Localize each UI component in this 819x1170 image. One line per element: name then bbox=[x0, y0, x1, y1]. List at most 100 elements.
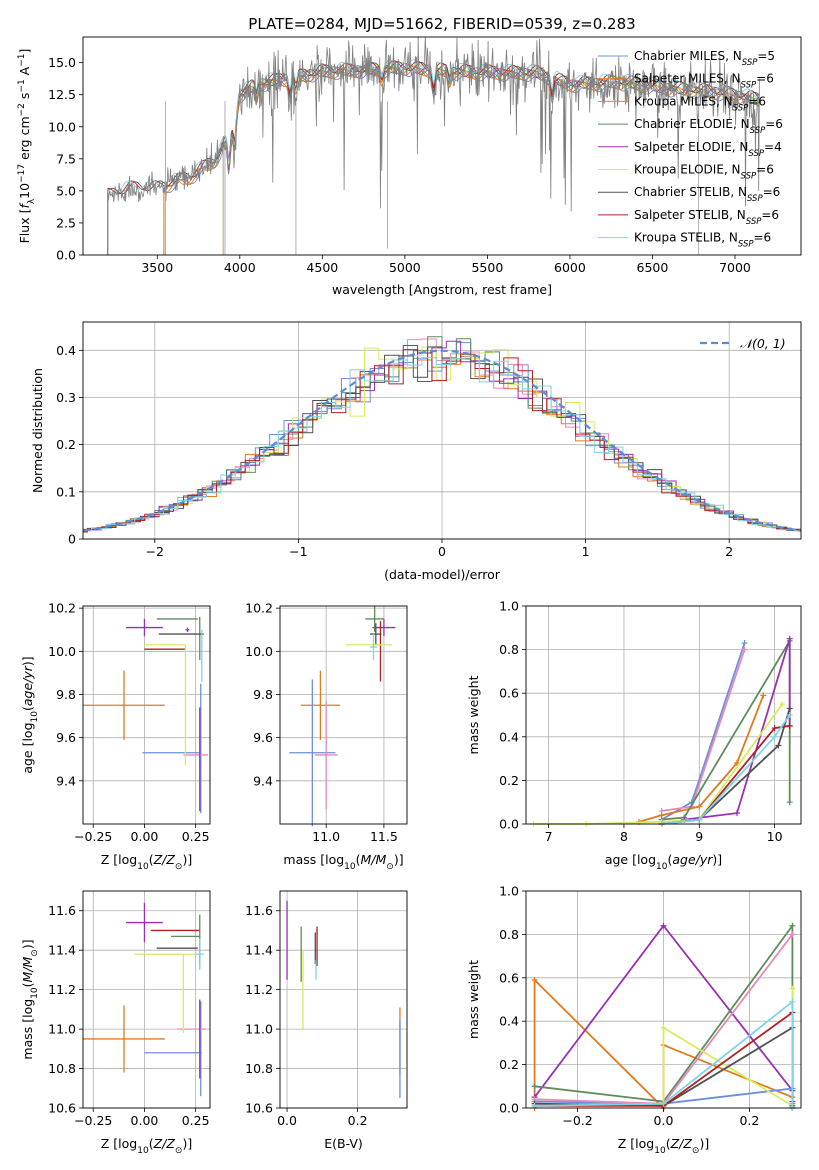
x-tick-label: −1 bbox=[289, 544, 307, 559]
panel-z_weight: −0.2 0.0 0.2 0.0 0.2 0.4 0.6 0.8 1.0 Z [log10(Z/Z… bbox=[466, 884, 802, 1156]
y-tick-label: 0.1 bbox=[56, 484, 76, 499]
x-tick-label: 9 bbox=[695, 829, 703, 844]
y-tick-label: 0.2 bbox=[499, 773, 519, 788]
panel-age_weight: 7 8 9 10 0.0 0.2 0.4 0.6 0.8 1.0 age [log10(age/yr… bbox=[466, 599, 802, 872]
legend-label: Chabrier MILES, NSSP=5 bbox=[634, 49, 775, 68]
series-line-chabrier_elodie bbox=[661, 637, 791, 821]
series-marker bbox=[660, 1100, 667, 1107]
y-tick-label: 9.4 bbox=[253, 773, 273, 788]
y-tick-label: 0.2 bbox=[499, 1057, 519, 1072]
legend: Chabrier MILES, NSSP=5 Salpeter MILES, NS… bbox=[598, 49, 783, 250]
series-marker bbox=[786, 712, 793, 718]
x-axis-label: mass [log10(M/M⊙)] bbox=[283, 852, 403, 872]
series-line-chabrier_miles bbox=[661, 642, 746, 821]
y-tick-label: 0.4 bbox=[499, 729, 519, 744]
histogram-kroupa_stelib bbox=[83, 355, 801, 532]
y-tick-label: 9.8 bbox=[56, 687, 76, 702]
y-tick-label: 11.4 bbox=[48, 943, 76, 958]
y-tick-label: 12.5 bbox=[48, 87, 76, 102]
series-marker bbox=[786, 635, 793, 642]
axes-frame bbox=[82, 605, 211, 825]
axes-frame bbox=[279, 605, 408, 825]
y-tick-label: 10.8 bbox=[245, 1061, 273, 1076]
y-tick-label: 10.6 bbox=[245, 1101, 273, 1116]
x-tick-label: 0.0 bbox=[277, 1113, 297, 1128]
series-marker bbox=[531, 976, 538, 983]
series-line-salpeter_elodie bbox=[684, 638, 791, 821]
y-tick-label: 0.8 bbox=[499, 642, 519, 657]
series-marker bbox=[789, 998, 796, 1005]
y-tick-label: 9.8 bbox=[253, 687, 273, 702]
x-tick-label: 4500 bbox=[306, 260, 338, 275]
x-tick-label: 6500 bbox=[637, 260, 669, 275]
legend-label: Salpeter MILES, NSSP=6 bbox=[634, 72, 774, 91]
x-tick-label: 5000 bbox=[389, 260, 421, 275]
y-tick-label: 11.2 bbox=[48, 982, 76, 997]
histogram-lines bbox=[83, 336, 801, 534]
series-marker bbox=[733, 810, 740, 817]
chart-title: PLATE=0284, MJD=51662, FIBERID=0539, z=0… bbox=[248, 15, 635, 33]
x-tick-label: 1 bbox=[582, 544, 590, 559]
series-marker bbox=[786, 705, 793, 712]
x-axis-label: Z [log10(Z/Z⊙)] bbox=[618, 1136, 709, 1156]
x-tick-label: 3500 bbox=[141, 260, 173, 275]
series-line-kroupa_stelib bbox=[534, 999, 794, 1108]
legend-label: Chabrier ELODIE, NSSP=6 bbox=[634, 117, 783, 136]
y-axis-label: age [log10(age/yr)] bbox=[20, 656, 40, 773]
y-tick-label: 15.0 bbox=[48, 55, 76, 70]
x-tick-label: 2 bbox=[725, 544, 733, 559]
y-tick-label: 1.0 bbox=[499, 884, 519, 899]
x-tick-label: 11.5 bbox=[370, 829, 398, 844]
y-tick-label: 10.2 bbox=[48, 601, 76, 616]
gaussian-curve bbox=[83, 349, 801, 532]
series-marker bbox=[775, 742, 782, 749]
y-tick-label: 11.0 bbox=[48, 1022, 76, 1037]
series-marker bbox=[696, 816, 703, 823]
y-tick-label: 0.0 bbox=[499, 1101, 519, 1116]
y-tick-label: 11.4 bbox=[245, 943, 273, 958]
series-marker bbox=[660, 922, 667, 929]
y-tick-label: 0.0 bbox=[56, 248, 76, 263]
y-tick-label: 0.8 bbox=[499, 927, 519, 942]
series-marker bbox=[789, 931, 796, 938]
y-axis-label: Flux [fλ10−17 erg cm−2 s−1 A−1] bbox=[17, 49, 37, 244]
legend-label: Kroupa ELODIE, NSSP=6 bbox=[634, 163, 774, 182]
series-line-salpeter_miles bbox=[638, 695, 765, 823]
y-tick-label: 0.6 bbox=[499, 686, 519, 701]
spectrum-data-line bbox=[107, 37, 760, 255]
panel-mass_age: 11.0 11.5 9.4 9.6 9.8 10.0 10.2 mass [log10(M/M… bbox=[245, 601, 408, 872]
series-marker bbox=[771, 733, 778, 740]
y-tick-label: 11.6 bbox=[245, 903, 273, 918]
x-tick-label: 0.0 bbox=[654, 1113, 674, 1128]
panel-z_age: −0.25 0.00 0.25 9.4 9.6 9.8 10.0 10.2 Z [log10(Z… bbox=[20, 601, 211, 872]
y-tick-label: 10.6 bbox=[48, 1101, 76, 1116]
series-line-chabrier_stelib bbox=[661, 708, 791, 825]
spectrum-lines bbox=[107, 37, 760, 255]
x-tick-label: −0.25 bbox=[74, 829, 112, 844]
histogram-salpeter_stelib bbox=[83, 349, 801, 533]
y-tick-label: 0.3 bbox=[56, 390, 76, 405]
y-tick-label: 0.4 bbox=[499, 1014, 519, 1029]
legend-label: Salpeter ELODIE, NSSP=4 bbox=[634, 140, 782, 159]
series-marker bbox=[786, 722, 793, 729]
x-tick-label: 0.25 bbox=[182, 1113, 210, 1128]
x-tick-label: 7000 bbox=[719, 260, 751, 275]
x-axis-label: wavelength [Angstrom, rest frame] bbox=[332, 282, 552, 297]
y-tick-label: 0.0 bbox=[499, 817, 519, 832]
y-tick-label: 11.6 bbox=[48, 903, 76, 918]
y-axis-label: mass [log10(M/M⊙)] bbox=[20, 939, 40, 1059]
y-tick-label: 0 bbox=[68, 532, 76, 547]
legend-label: Chabrier STELIB, NSSP=6 bbox=[634, 185, 780, 204]
x-tick-label: 0 bbox=[438, 544, 446, 559]
x-tick-label: 7 bbox=[545, 829, 553, 844]
legend-label: 𝒩(0, 1) bbox=[740, 336, 786, 351]
x-tick-label: 0.25 bbox=[182, 829, 210, 844]
series-marker bbox=[741, 640, 748, 647]
y-tick-label: 9.6 bbox=[253, 730, 273, 745]
series-marker bbox=[771, 725, 778, 732]
series-line-kroupa_stelib bbox=[661, 714, 791, 825]
panel-residuals: −2 −1 0 1 2 0 0.1 0.2 0.3 0.4 (data-model)/error No… bbox=[30, 321, 802, 582]
x-axis-label: Z [log10(Z/Z⊙)] bbox=[101, 852, 192, 872]
legend-label: Salpeter STELIB, NSSP=6 bbox=[634, 208, 779, 227]
x-tick-label: −2 bbox=[146, 544, 164, 559]
